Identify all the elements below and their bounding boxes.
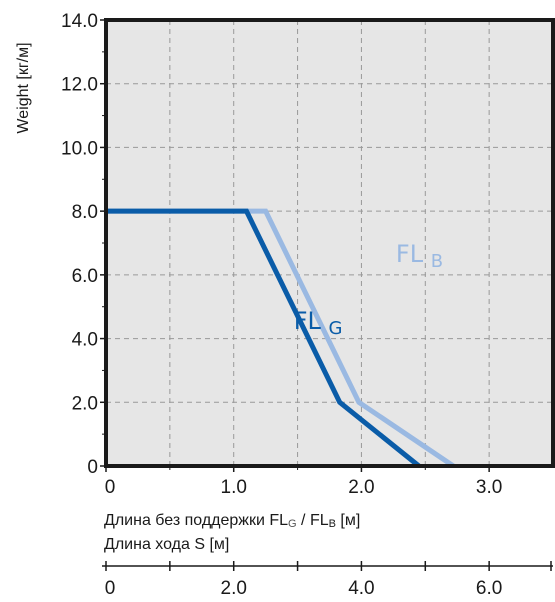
y-tick-label: 0 bbox=[87, 457, 98, 478]
series-label-b: FL B bbox=[396, 240, 443, 272]
y-tick-label: 2.0 bbox=[72, 393, 98, 414]
x-axis-label: Длина без поддержки FLG / FLB [м] bbox=[104, 512, 360, 530]
series-label-subscript: B bbox=[431, 251, 443, 272]
x-axis-label-mid: / FL bbox=[297, 512, 329, 529]
secondary-tick-label: 4.0 bbox=[348, 578, 374, 599]
x-axis-label-sub-g: G bbox=[288, 518, 297, 530]
y-tick-label: 8.0 bbox=[72, 202, 98, 223]
y-tick-label: 4.0 bbox=[72, 330, 98, 351]
series-label-name: FL bbox=[294, 307, 329, 335]
series-line-g bbox=[106, 208, 421, 468]
secondary-tick-label: 2.0 bbox=[221, 578, 247, 599]
y-tick-label: 12.0 bbox=[61, 75, 98, 96]
x-axis-label-prefix: Длина без поддержки FL bbox=[104, 512, 288, 529]
secondary-tick-label: 0 bbox=[105, 578, 116, 599]
y-axis-label: Weight [кг/м] bbox=[15, 42, 32, 133]
x-axis: 0 1.0 2.0 3.0 bbox=[105, 466, 502, 498]
y-tick-label: 10.0 bbox=[61, 138, 98, 159]
secondary-axis-label: Длина хода S [м] bbox=[104, 536, 229, 553]
secondary-axis: 0 2.0 4.0 6.0 bbox=[102, 561, 553, 599]
x-axis-label-suffix: [м] bbox=[336, 512, 360, 529]
y-tick-label: 6.0 bbox=[72, 266, 98, 287]
series-label-subscript: G bbox=[329, 318, 343, 339]
series-label-g: FL G bbox=[294, 307, 343, 339]
x-axis-label-sub-b: B bbox=[329, 518, 336, 530]
x-tick-label: 3.0 bbox=[476, 477, 502, 498]
series-lines bbox=[106, 208, 455, 469]
series-label-name: FL bbox=[396, 240, 431, 268]
x-tick-label: 1.0 bbox=[221, 477, 247, 498]
x-tick-label: 2.0 bbox=[348, 477, 374, 498]
plot-background bbox=[106, 20, 553, 466]
series-labels: FL GFL B bbox=[294, 240, 443, 339]
y-axis: 0 2.0 4.0 6.0 8.0 10.0 12.0 14.0 bbox=[61, 11, 106, 478]
x-tick-label: 0 bbox=[105, 477, 116, 498]
secondary-tick-label: 6.0 bbox=[476, 578, 502, 599]
y-tick-label: 14.0 bbox=[61, 11, 98, 32]
